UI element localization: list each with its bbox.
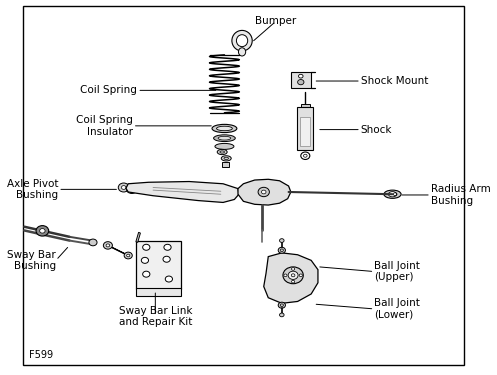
Ellipse shape [389,192,397,197]
Ellipse shape [292,268,295,270]
Text: Coil Spring: Coil Spring [81,86,137,95]
Ellipse shape [237,35,248,46]
Bar [300,117,310,146]
Text: Axle Pivot
Bushing: Axle Pivot Bushing [6,178,58,200]
Ellipse shape [283,267,303,284]
Ellipse shape [89,239,97,246]
Ellipse shape [126,184,137,194]
Ellipse shape [130,187,134,191]
Polygon shape [238,179,291,205]
Ellipse shape [299,274,302,277]
Ellipse shape [278,302,285,308]
Ellipse shape [298,80,304,85]
Ellipse shape [258,188,269,196]
Ellipse shape [221,156,231,161]
Ellipse shape [124,252,132,259]
Ellipse shape [166,276,172,282]
Bar [136,240,181,289]
Polygon shape [264,253,318,303]
Text: Coil Spring
Insulator: Coil Spring Insulator [76,115,133,136]
Text: F599: F599 [29,350,53,360]
Ellipse shape [215,143,234,149]
Ellipse shape [217,149,227,154]
Text: Sway Bar
Bushing: Sway Bar Bushing [7,249,56,271]
Bar [291,72,311,88]
Ellipse shape [40,229,45,233]
Ellipse shape [292,280,295,283]
Ellipse shape [106,244,110,247]
Ellipse shape [127,254,130,257]
Text: Shock: Shock [361,124,392,135]
Ellipse shape [217,126,232,131]
Ellipse shape [384,190,401,198]
Text: Sway Bar Link
and Repair Kit: Sway Bar Link and Repair Kit [119,306,192,327]
Bar [297,107,314,150]
Bar [222,162,229,167]
Text: Ball Joint
(Upper): Ball Joint (Upper) [374,261,420,282]
Polygon shape [126,182,239,203]
Ellipse shape [284,274,287,277]
Bar [301,104,310,108]
Polygon shape [136,232,141,242]
Ellipse shape [118,183,129,192]
Ellipse shape [103,242,112,249]
Ellipse shape [288,271,298,279]
Ellipse shape [121,186,126,189]
Ellipse shape [36,226,49,236]
Bar [136,288,181,296]
Ellipse shape [214,135,235,141]
Ellipse shape [239,48,246,56]
Ellipse shape [143,271,150,277]
Ellipse shape [261,190,266,194]
Ellipse shape [164,244,171,250]
Ellipse shape [141,257,149,263]
Ellipse shape [232,30,252,51]
Text: Bumper: Bumper [255,16,297,26]
Ellipse shape [279,313,284,317]
Ellipse shape [218,136,231,140]
Ellipse shape [212,124,237,133]
Ellipse shape [279,238,284,242]
Ellipse shape [278,247,285,253]
Ellipse shape [143,244,150,250]
Text: Radius Arm
Bushing: Radius Arm Bushing [431,184,491,206]
Polygon shape [105,244,131,256]
Text: Ball Joint
(Lower): Ball Joint (Lower) [374,298,420,320]
Ellipse shape [299,74,303,78]
Text: Shock Mount: Shock Mount [361,76,428,86]
Ellipse shape [163,256,170,262]
